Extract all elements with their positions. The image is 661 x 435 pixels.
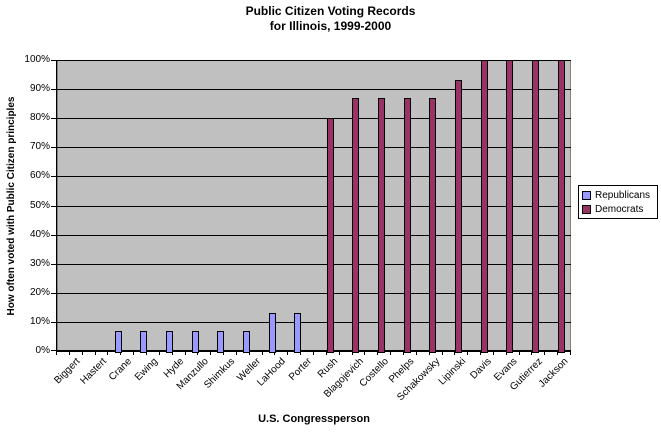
legend-item-democrats: Democrats [582,204,654,215]
legend-label: Democrats [595,204,644,215]
x-category-label: Porter [286,356,314,384]
y-axis-tick [51,147,56,148]
x-category-label: Hastert [78,356,109,387]
x-axis-tick [185,350,186,355]
legend-item-republicans: Republicans [582,190,654,201]
x-axis-tick [390,350,391,355]
y-tick-label: 50% [29,200,50,211]
horizontal-gridline [57,89,571,90]
x-axis-tick [557,350,558,355]
x-axis-tick [326,350,327,355]
y-axis-line [56,60,57,351]
y-tick-label: 70% [29,141,50,152]
bar-republican-shimkus [217,331,224,353]
x-axis-tick [210,350,211,355]
bar-republican-porter [294,313,301,353]
x-axis-tick [442,350,443,355]
x-category-label: Davis [468,356,494,382]
y-axis-tick [51,264,56,265]
x-axis-tick [531,350,532,355]
x-axis-tick [95,350,96,355]
bar-democrat-schakowsky [429,98,436,353]
x-axis-tick [107,350,108,355]
x-axis-tick [236,350,237,355]
horizontal-gridline [57,147,571,148]
bar-democrat-evans [506,60,513,353]
bar-democrat-rush [327,118,334,353]
bar-republican-weller [243,331,250,353]
y-axis-tick [51,60,56,61]
chart-title-line1: Public Citizen Voting Records [245,4,416,18]
x-axis-tick [313,350,314,355]
legend-label: Republicans [595,190,651,201]
horizontal-gridline [57,60,571,61]
x-category-label: Ewing [132,356,160,384]
horizontal-gridline [57,322,571,323]
bar-democrat-costello [378,98,385,353]
x-axis-tick [519,350,520,355]
x-axis-tick [287,350,288,355]
y-axis-tick [51,206,56,207]
x-axis-tick [467,350,468,355]
x-axis-tick [69,350,70,355]
horizontal-gridline [57,206,571,207]
x-axis-tick [570,350,571,355]
x-axis-tick [480,350,481,355]
x-axis-tick [403,350,404,355]
bar-democrat-davis [481,60,488,353]
y-tick-label: 100% [24,54,50,65]
horizontal-gridline [57,176,571,177]
y-tick-label: 0% [35,345,50,356]
x-category-label: Lipinski [436,356,468,388]
x-axis-tick [159,350,160,355]
y-tick-label: 20% [29,287,50,298]
y-axis-tick [51,118,56,119]
x-axis-tick [493,350,494,355]
x-axis-tick [454,350,455,355]
horizontal-gridline [57,264,571,265]
x-axis-tick [82,350,83,355]
legend-swatch [582,191,591,200]
legend: Republicans Democrats [578,185,658,219]
x-axis-tick [377,350,378,355]
x-category-label: Biggert [52,356,83,387]
legend-swatch [582,205,591,214]
y-tick-label: 80% [29,112,50,123]
y-axis-tick [51,89,56,90]
horizontal-gridline [57,235,571,236]
x-axis-tick [56,350,57,355]
x-axis-tick [133,350,134,355]
bar-republican-hyde [166,331,173,353]
y-tick-label: 90% [29,83,50,94]
x-axis-tick [544,350,545,355]
chart-title-line2: for Illinois, 1999-2000 [269,19,392,33]
x-category-label: Crane [106,356,134,384]
y-tick-label: 60% [29,170,50,181]
bar-republican-ewing [140,331,147,353]
bar-democrat-gutierrez [532,60,539,353]
horizontal-gridline [57,293,571,294]
bar-democrat-blagojevich [352,98,359,353]
bar-republican-crane [115,331,122,353]
bar-republican-lahood [269,313,276,353]
y-tick-label: 30% [29,258,50,269]
y-tick-label: 40% [29,229,50,240]
x-axis-tick [339,350,340,355]
bar-democrat-lipinski [455,80,462,353]
y-axis-tick [51,235,56,236]
x-axis-title: U.S. Congressperson [258,413,370,425]
bar-democrat-phelps [404,98,411,353]
bar-democrat-jackson [558,60,565,353]
y-tick-label: 10% [29,316,50,327]
x-axis-tick [364,350,365,355]
y-axis-tick [51,293,56,294]
horizontal-gridline [57,118,571,119]
y-axis-tick [51,322,56,323]
bar-republican-manzullo [192,331,199,353]
y-axis-tick [51,176,56,177]
x-axis-tick [416,350,417,355]
y-axis-tick [51,350,56,351]
x-axis-tick [262,350,263,355]
